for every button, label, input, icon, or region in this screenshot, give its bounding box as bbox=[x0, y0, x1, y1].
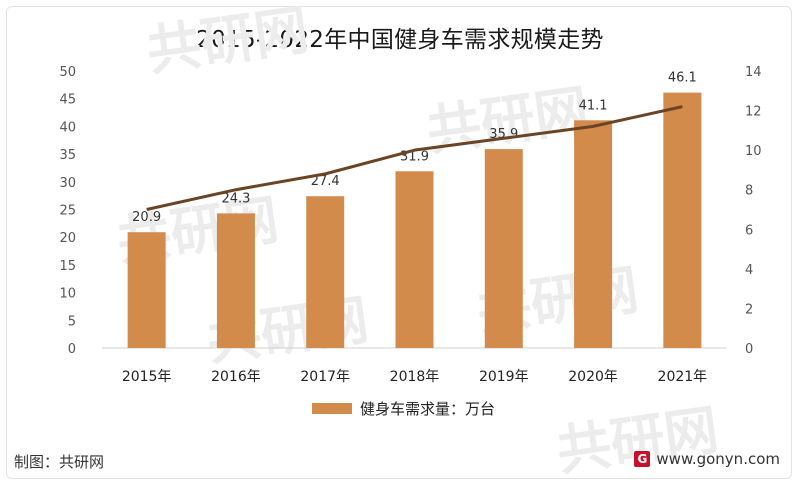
chart-frame bbox=[6, 6, 792, 479]
watermark-text: 共研网 bbox=[143, 0, 312, 83]
legend-label: 健身车需求量：万台 bbox=[360, 400, 495, 418]
x-tick-label: 2020年 bbox=[568, 369, 618, 385]
y-tick-label: 40 bbox=[59, 120, 76, 135]
y-tick-label: 30 bbox=[59, 176, 76, 191]
y-tick-label: 45 bbox=[59, 93, 76, 108]
y-tick-label: 25 bbox=[59, 204, 76, 219]
y-tick-label: 20 bbox=[59, 231, 76, 246]
y2-tick-label: 10 bbox=[745, 144, 762, 159]
bar bbox=[127, 232, 166, 348]
source-label: 制图：共研网 bbox=[14, 453, 105, 471]
bar bbox=[216, 213, 255, 348]
website-url[interactable]: www.gonyn.com bbox=[656, 450, 780, 468]
trend-line bbox=[146, 105, 683, 211]
legend: 健身车需求量：万台 bbox=[312, 400, 495, 418]
bar bbox=[574, 120, 613, 348]
right-axis: 0 2 4 6 8 10 12 14 bbox=[745, 65, 762, 357]
bar-series bbox=[127, 92, 702, 348]
x-tick-label: 2019年 bbox=[479, 369, 529, 385]
y2-tick-label: 12 bbox=[745, 105, 762, 120]
bar bbox=[663, 92, 702, 348]
watermark-text: 共研网 bbox=[553, 398, 722, 483]
bar bbox=[484, 149, 523, 348]
x-tick-label: 2015年 bbox=[122, 369, 172, 385]
bar-value-label: 46.1 bbox=[668, 71, 697, 86]
x-tick-label: 2017年 bbox=[300, 369, 350, 385]
x-tick-label: 2021年 bbox=[658, 369, 708, 385]
bar-value-label: 41.1 bbox=[579, 98, 608, 113]
chart-title: 2015-2022年中国健身车需求规模走势 bbox=[196, 27, 604, 53]
x-axis-labels: 2015年 2016年 2017年 2018年 2019年 2020年 2021年 bbox=[122, 369, 707, 385]
x-tick-label: 2016年 bbox=[211, 369, 261, 385]
y-tick-label: 50 bbox=[59, 65, 76, 80]
website-credit[interactable]: G www.gonyn.com bbox=[634, 450, 780, 468]
bar bbox=[395, 171, 434, 348]
y2-tick-label: 8 bbox=[745, 184, 753, 199]
y2-tick-label: 2 bbox=[745, 302, 753, 317]
y-tick-label: 5 bbox=[68, 314, 76, 329]
bar bbox=[306, 196, 345, 348]
bar-value-label: 20.9 bbox=[132, 210, 161, 225]
y-tick-label: 15 bbox=[59, 259, 76, 274]
bar-value-label: 27.4 bbox=[311, 174, 340, 189]
y2-tick-label: 0 bbox=[745, 342, 753, 357]
left-axis: 0 5 10 15 20 25 30 35 40 45 50 bbox=[59, 65, 76, 357]
y2-tick-label: 4 bbox=[745, 263, 753, 278]
y2-tick-label: 14 bbox=[745, 65, 762, 80]
bar-value-label: 24.3 bbox=[221, 191, 250, 206]
x-tick-label: 2018年 bbox=[390, 369, 440, 385]
y-tick-label: 0 bbox=[68, 342, 76, 357]
gonyn-logo-icon: G bbox=[634, 451, 651, 467]
y2-tick-label: 6 bbox=[745, 223, 753, 238]
y-tick-label: 35 bbox=[59, 148, 76, 163]
y-tick-label: 10 bbox=[59, 287, 76, 302]
legend-swatch bbox=[312, 403, 352, 414]
